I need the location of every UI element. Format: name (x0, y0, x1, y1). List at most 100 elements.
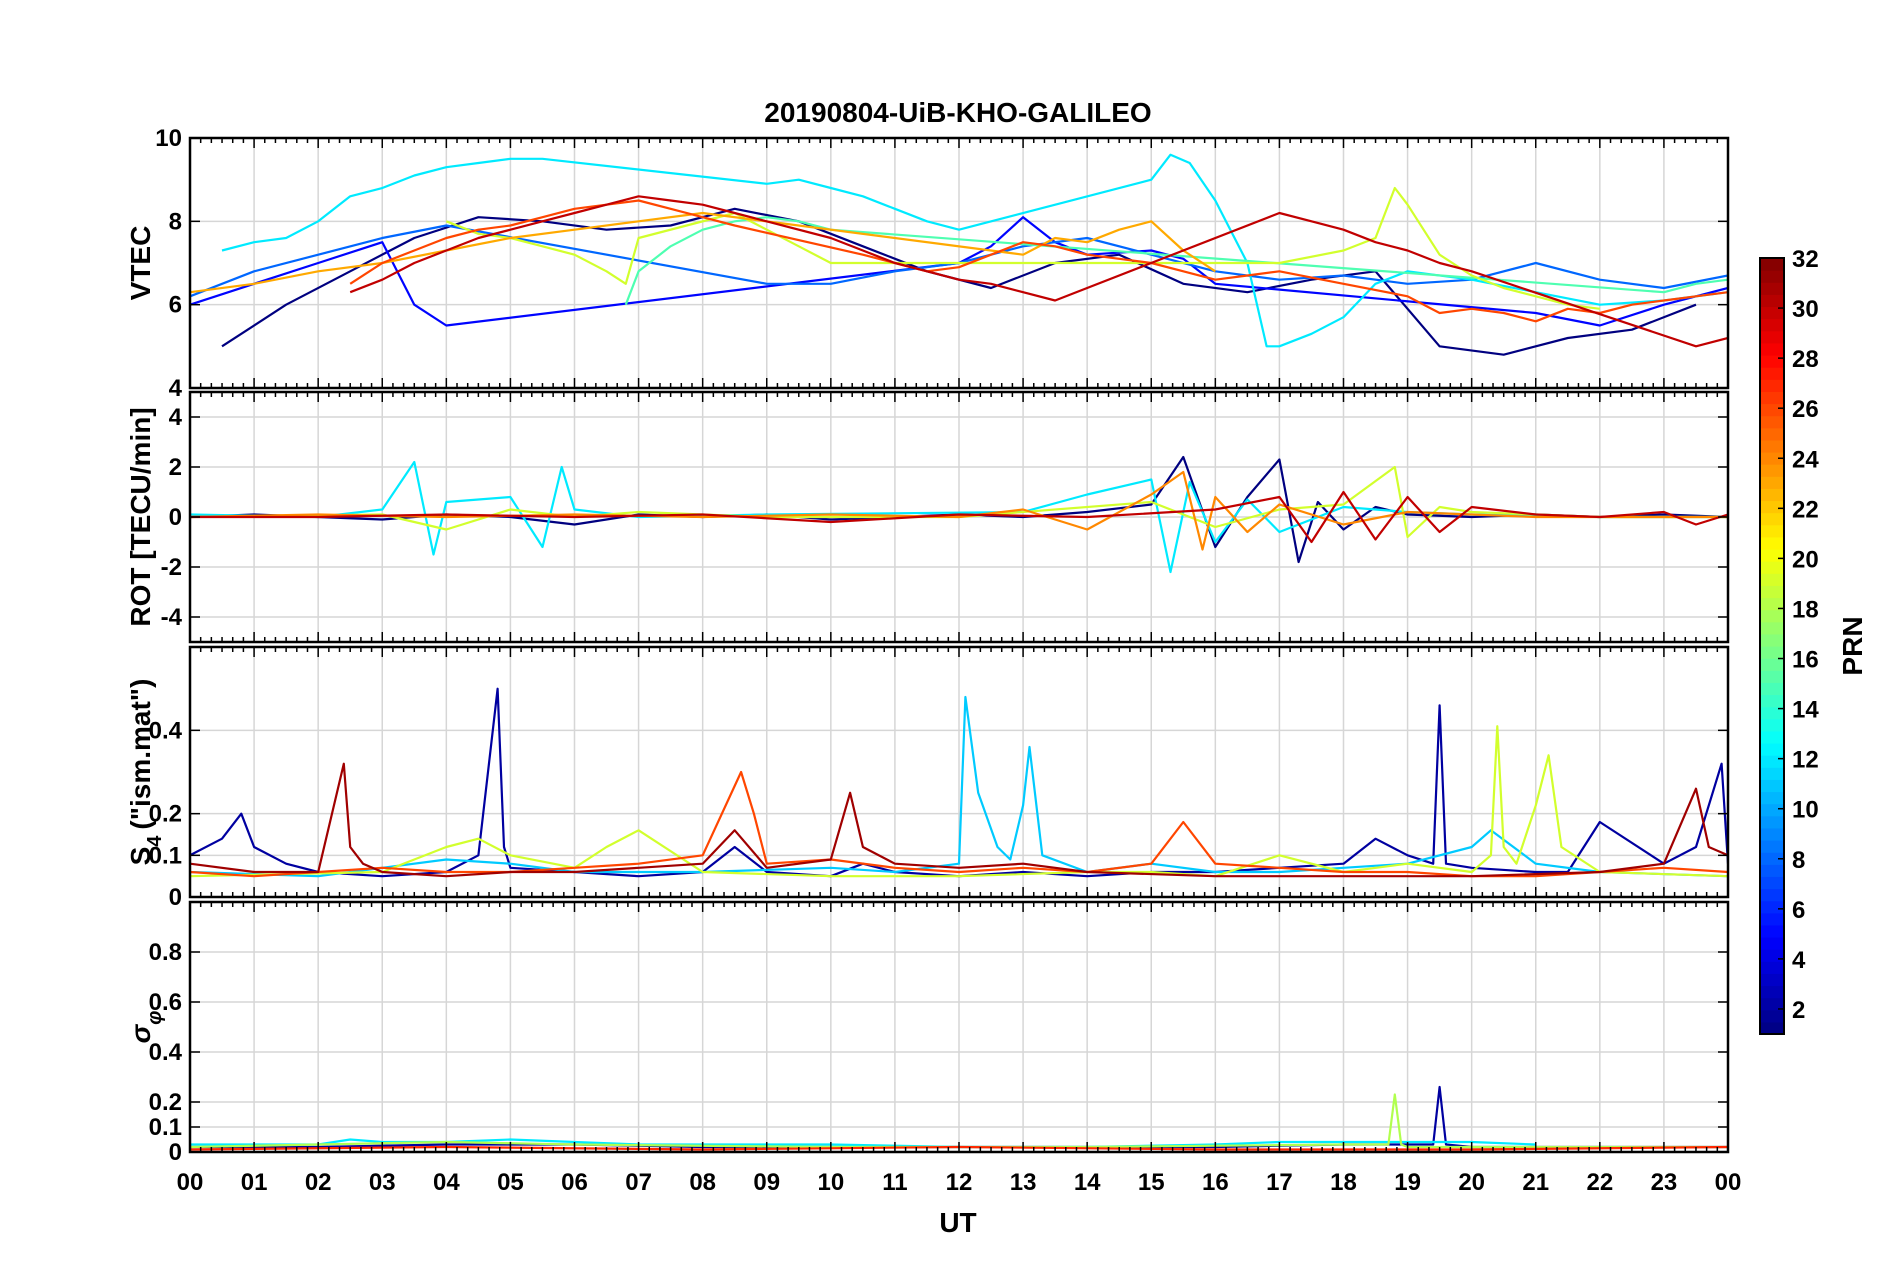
colorbar-frame (1759, 257, 1785, 1035)
x-tick-label: 10 (817, 1169, 844, 1196)
colorbar-segment (1760, 561, 1784, 574)
x-tick-label: 00 (1715, 1169, 1742, 1196)
y-tick-label: -4 (161, 604, 183, 631)
panel-vtec: 4 6 8 10 VTEC (125, 125, 1730, 402)
x-tick-label: 04 (433, 1169, 460, 1196)
chart-title: 20190804-UiB-KHO-GALILEO (764, 97, 1151, 128)
x-axis-label: UT (939, 1207, 976, 1238)
colorbar-tick-label: 8 (1792, 847, 1805, 874)
y-tick-label: 0.8 (149, 939, 182, 966)
colorbar-label: PRN (1837, 616, 1868, 675)
x-tick-label: 14 (1074, 1169, 1101, 1196)
y-tick-label: 0.6 (149, 989, 182, 1016)
x-tick-label: 18 (1330, 1169, 1357, 1196)
colorbar-segment (1760, 743, 1784, 756)
colorbar-segment (1760, 888, 1784, 902)
y-tick-label: 4 (169, 375, 183, 402)
colorbar-segment (1760, 318, 1784, 332)
y-tick-label: 0.2 (149, 1089, 182, 1116)
panel-sigma_phi: 00.10.2 0.4 0.6 0.8 σφ 00 01 02 03 04 05 06 07 08 09 10… (125, 900, 1742, 1196)
x-tick-label: 07 (625, 1169, 652, 1196)
y-tick-label: 0 (169, 884, 182, 911)
x-tick-label: 19 (1394, 1169, 1421, 1196)
colorbar-segment (1760, 294, 1784, 308)
colorbar-segment (1760, 427, 1784, 441)
y-tick-label: 0.1 (149, 1114, 182, 1141)
y-axis-label: σφ (125, 1011, 166, 1044)
colorbar-segment (1760, 270, 1784, 283)
colorbar-segment (1760, 1009, 1784, 1023)
colorbar-tick-label: 12 (1792, 747, 1819, 774)
x-tick-label: 09 (753, 1169, 780, 1196)
colorbar-segment (1760, 403, 1784, 417)
colorbar-segment (1760, 997, 1784, 1011)
colorbar-tick-label: 10 (1792, 797, 1819, 824)
x-tick-label: 17 (1266, 1169, 1293, 1196)
colorbar-segment (1760, 330, 1784, 344)
colorbar-segment (1760, 767, 1784, 780)
colorbar-segment (1760, 597, 1784, 611)
x-tick-label: 06 (561, 1169, 588, 1196)
y-tick-label: 4 (169, 404, 183, 431)
y-axis-label: VTEC (125, 226, 156, 301)
y-axis-label-sub: 4 (144, 835, 166, 847)
colorbar-segment (1760, 439, 1784, 453)
colorbar-segment (1760, 524, 1784, 538)
colorbar-tick-label: 28 (1792, 346, 1819, 373)
series-prn-11 (190, 695, 1728, 878)
colorbar-segment (1760, 415, 1784, 429)
y-tick-label: 0.4 (149, 717, 183, 744)
x-tick-label: 05 (497, 1169, 524, 1196)
panel-rot-frame (188, 390, 1730, 644)
y-tick-label: 0.4 (149, 1039, 183, 1066)
x-tick-label: 23 (1651, 1169, 1678, 1196)
x-tick-label: 20 (1458, 1169, 1485, 1196)
y-axis-label-sub: φ (144, 1011, 166, 1025)
colorbar-segment (1760, 706, 1784, 720)
colorbar-segment (1760, 609, 1784, 623)
series-prn-26 (190, 770, 1728, 878)
colorbar-tick-label: 30 (1792, 296, 1819, 323)
x-tick-label: 15 (1138, 1169, 1165, 1196)
colorbar-segment (1760, 512, 1784, 526)
y-tick-label: 6 (169, 292, 182, 319)
series-prn-8 (190, 224, 1728, 298)
colorbar-segment (1760, 949, 1784, 962)
colorbar-segment (1760, 658, 1784, 671)
colorbar-segment (1760, 985, 1784, 999)
series-prn-23 (190, 211, 1216, 294)
colorbar-segment (1760, 488, 1784, 502)
y-tick-label: 0 (169, 1139, 182, 1166)
colorbar-segment (1760, 840, 1784, 853)
panel-sigma_phi-frame (188, 900, 1730, 1154)
colorbar-segment (1760, 694, 1784, 708)
panel-s4-frame (188, 645, 1730, 899)
y-tick-label: 8 (169, 208, 182, 235)
colorbar-segment (1760, 1021, 1784, 1035)
colorbar-segment (1760, 900, 1784, 914)
x-tick-label: 22 (1586, 1169, 1613, 1196)
colorbar-segment (1760, 755, 1784, 768)
colorbar-segment (1760, 670, 1784, 683)
y-tick-label: 0 (169, 504, 182, 531)
y-axis-label: S4 ("ism.mat") (125, 679, 166, 866)
colorbar-segment (1760, 827, 1784, 841)
colorbar-segment (1760, 342, 1784, 356)
series-prn-5 (190, 216, 1728, 327)
colorbar-segment (1760, 573, 1784, 586)
y-tick-label: 0.2 (149, 801, 182, 828)
colorbar-segment (1760, 549, 1784, 562)
colorbar-segment (1760, 282, 1784, 295)
panel-vtec-frame (188, 136, 1730, 390)
colorbar-segment (1760, 852, 1784, 865)
x-tick-label: 00 (177, 1169, 204, 1196)
colorbar-tick-label: 22 (1792, 496, 1819, 523)
colorbar-tick-label: 4 (1792, 947, 1806, 974)
colorbar-segment (1760, 452, 1784, 465)
y-tick-label: -2 (161, 554, 182, 581)
colorbar-segment (1760, 500, 1784, 514)
colorbar-tick-label: 16 (1792, 647, 1819, 674)
series-prn-12 (221, 153, 1728, 348)
colorbar-segment (1760, 585, 1784, 599)
